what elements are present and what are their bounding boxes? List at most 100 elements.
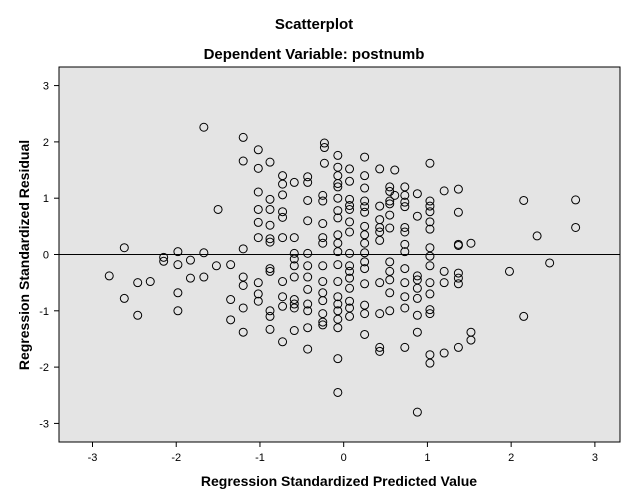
- data-point: [303, 306, 313, 316]
- data-point: [360, 171, 370, 181]
- data-point: [453, 279, 463, 289]
- data-point: [453, 268, 463, 278]
- y-tick-label: 2: [43, 137, 49, 149]
- data-point: [319, 143, 329, 153]
- data-point: [385, 223, 395, 233]
- data-point: [303, 195, 313, 205]
- data-point: [213, 204, 223, 214]
- data-point: [345, 176, 355, 186]
- data-point: [265, 234, 275, 244]
- data-point: [211, 261, 221, 271]
- data-point: [425, 289, 435, 299]
- data-point: [333, 292, 343, 302]
- data-point: [159, 256, 169, 266]
- data-point: [318, 261, 328, 271]
- data-point: [439, 266, 449, 276]
- y-tick-label: 0: [43, 250, 49, 262]
- data-point: [360, 202, 370, 212]
- data-point: [439, 348, 449, 358]
- data-point: [278, 179, 288, 189]
- data-point: [173, 288, 183, 298]
- data-point: [375, 346, 385, 356]
- data-point: [303, 177, 313, 187]
- data-point: [333, 299, 343, 309]
- y-axis-label: Regression Standardized Residual: [16, 140, 32, 370]
- data-point: [333, 206, 343, 216]
- data-point: [425, 207, 435, 217]
- data-point: [412, 211, 422, 221]
- data-point: [385, 257, 395, 267]
- data-point: [253, 289, 263, 299]
- data-point: [412, 271, 422, 281]
- data-point: [345, 261, 355, 271]
- data-point: [400, 303, 410, 313]
- data-point: [425, 251, 435, 261]
- data-point: [400, 247, 410, 257]
- data-point: [360, 238, 370, 248]
- data-point: [238, 280, 248, 290]
- data-point: [318, 233, 328, 243]
- data-point: [345, 194, 355, 204]
- data-point: [333, 354, 343, 364]
- data-point: [466, 327, 476, 337]
- data-point: [318, 238, 328, 248]
- data-point: [278, 301, 288, 311]
- data-point: [253, 217, 263, 227]
- data-point: [333, 277, 343, 287]
- data-point: [238, 156, 248, 166]
- data-point: [400, 292, 410, 302]
- data-point: [385, 199, 395, 209]
- data-point: [253, 145, 263, 155]
- data-point: [318, 196, 328, 206]
- x-tick-label: 3: [592, 452, 598, 464]
- data-points: [104, 122, 581, 417]
- data-point: [303, 323, 313, 333]
- data-point: [238, 327, 248, 337]
- data-point: [289, 233, 299, 243]
- data-point: [253, 204, 263, 214]
- data-point: [238, 303, 248, 313]
- data-point: [345, 201, 355, 211]
- y-tick-label: 1: [43, 193, 49, 205]
- data-point: [278, 292, 288, 302]
- data-point: [385, 182, 395, 192]
- data-point: [360, 329, 370, 339]
- data-point: [425, 158, 435, 168]
- data-point: [289, 261, 299, 271]
- data-point: [318, 317, 328, 327]
- data-point: [303, 216, 313, 226]
- data-point: [173, 260, 183, 270]
- data-point: [425, 196, 435, 206]
- data-point: [119, 293, 129, 303]
- data-point: [412, 310, 422, 320]
- data-point: [412, 407, 422, 417]
- data-point: [360, 248, 370, 258]
- y-tick-label: 3: [43, 81, 49, 93]
- data-point: [318, 219, 328, 229]
- data-point: [375, 201, 385, 211]
- data-point: [159, 252, 169, 262]
- data-point: [199, 272, 209, 282]
- data-point: [400, 342, 410, 352]
- data-point: [453, 240, 463, 250]
- data-point: [453, 207, 463, 217]
- data-point: [319, 158, 329, 168]
- data-point: [425, 201, 435, 211]
- data-point: [265, 220, 275, 230]
- data-point: [375, 222, 385, 232]
- data-point: [265, 324, 275, 334]
- data-point: [345, 296, 355, 306]
- data-point: [360, 152, 370, 162]
- data-point: [439, 278, 449, 288]
- data-point: [425, 217, 435, 227]
- data-point: [439, 186, 449, 196]
- data-point: [400, 190, 410, 200]
- data-point: [303, 344, 313, 354]
- data-point: [265, 306, 275, 316]
- data-point: [345, 273, 355, 283]
- data-point: [412, 327, 422, 337]
- data-point: [375, 235, 385, 245]
- data-point: [345, 217, 355, 227]
- data-point: [360, 309, 370, 319]
- data-point: [333, 323, 343, 333]
